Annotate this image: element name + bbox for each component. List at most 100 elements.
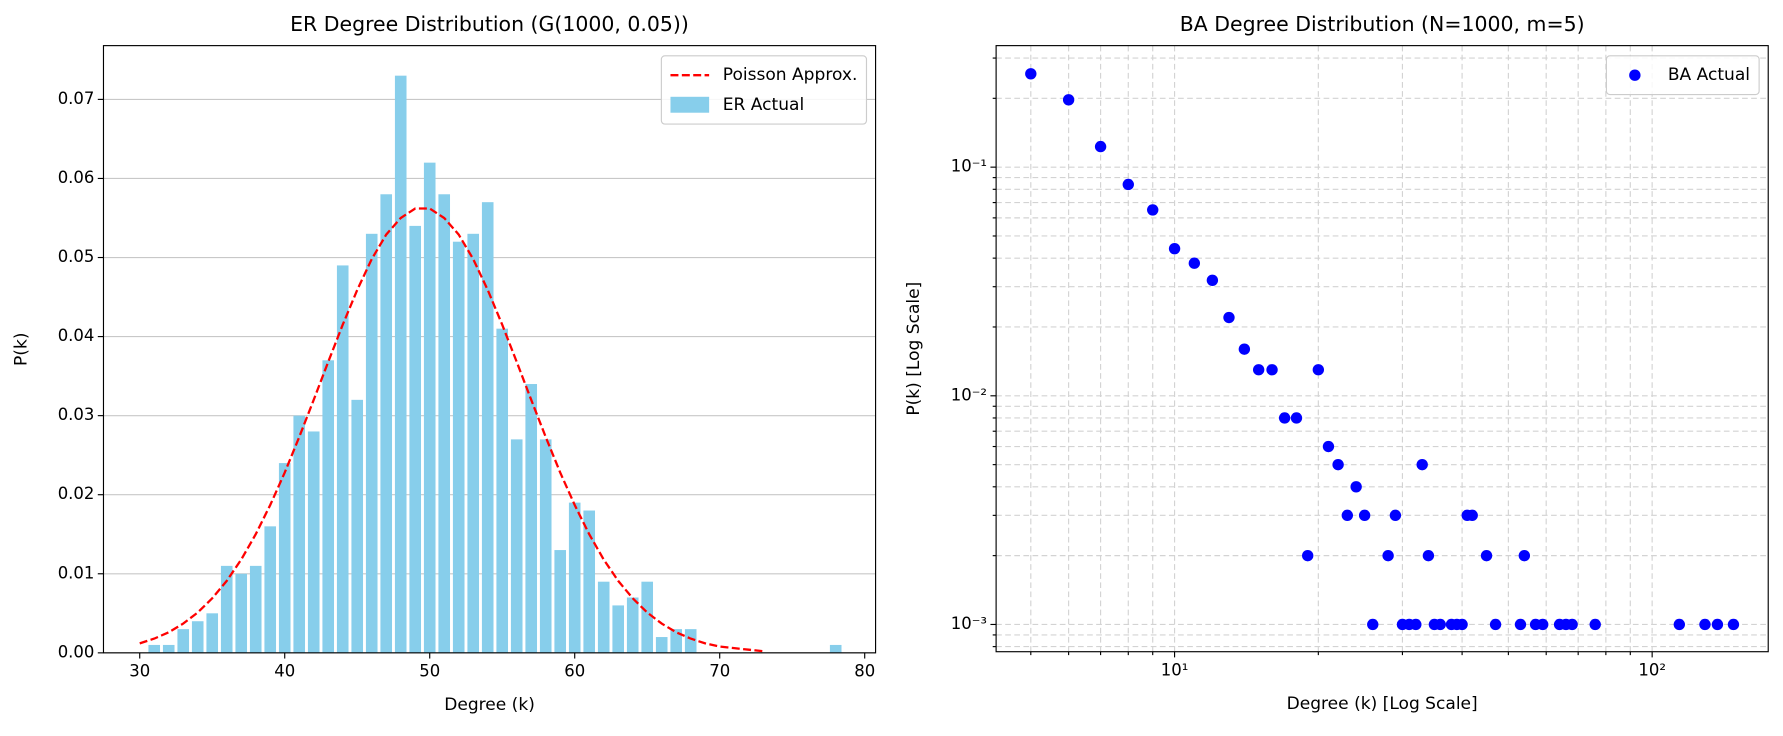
- scatter-point: [1537, 618, 1549, 631]
- y-tick-label: 0.04: [58, 326, 95, 345]
- y-tick-label: 10⁻¹: [951, 157, 987, 176]
- legend-label: BA Actual: [1668, 65, 1750, 85]
- chart-title: ER Degree Distribution (G(1000, 0.05)): [290, 12, 689, 36]
- x-tick-label: 40: [274, 662, 295, 681]
- line: [139, 207, 764, 653]
- bar: [264, 526, 277, 653]
- scatter-point: [1673, 618, 1686, 631]
- x-axis-label: Degree (k): [444, 695, 535, 715]
- y-tick-label: 0.02: [58, 484, 95, 503]
- scatter-point: [1699, 618, 1711, 631]
- bar: [554, 550, 567, 653]
- legend: BA Actual: [1605, 55, 1760, 96]
- bar: [220, 565, 233, 653]
- scatter-point: [1062, 94, 1075, 106]
- x-tick-label: 50: [419, 662, 440, 681]
- scatter-point: [1727, 618, 1740, 631]
- scatter-point: [1266, 364, 1278, 376]
- scatter-point: [1358, 509, 1371, 522]
- bar: [365, 233, 378, 653]
- bar: [525, 384, 538, 653]
- scatter-point: [1322, 440, 1335, 453]
- y-tick-label: 0.07: [58, 89, 95, 108]
- bar: [496, 328, 509, 653]
- y-tick-label: 0.01: [58, 563, 95, 582]
- bar: [626, 597, 639, 653]
- scatter-point: [1122, 178, 1134, 191]
- scatter-point: [1422, 549, 1435, 562]
- y-tick-label: 0.03: [58, 405, 95, 424]
- bar: [235, 573, 248, 653]
- legend-box: [1605, 55, 1760, 96]
- bar: [539, 439, 552, 653]
- bar: [670, 629, 683, 653]
- bar: [423, 162, 436, 653]
- x-tick-label: 30: [129, 662, 150, 681]
- y-tick-label: 0.00: [58, 642, 95, 661]
- bar: [583, 510, 596, 653]
- scatter-point: [1206, 274, 1219, 286]
- chart-title: BA Degree Distribution (N=1000, m=5): [1180, 12, 1585, 36]
- bar: [641, 581, 654, 653]
- scatter-point: [1456, 618, 1468, 631]
- bar: [438, 194, 451, 653]
- legend-label: ER Actual: [723, 95, 804, 115]
- bar: [452, 241, 465, 653]
- legend-box: [660, 55, 868, 125]
- scatter-point: [1025, 68, 1037, 80]
- x-axis-label: Degree (k) [Log Scale]: [1287, 694, 1478, 714]
- bar: [655, 637, 668, 653]
- scatter-point: [1566, 618, 1578, 631]
- bar: [597, 581, 610, 653]
- bar: [467, 233, 480, 653]
- scatter-point: [1290, 412, 1303, 424]
- bar: [191, 621, 204, 653]
- scatter-point: [1332, 458, 1344, 471]
- scatter-point: [1188, 257, 1201, 269]
- y-tick-label: 10⁻²: [951, 385, 987, 404]
- scatter-point: [1341, 509, 1354, 522]
- scatter-point: [1489, 618, 1502, 631]
- scatter-point: [1238, 343, 1251, 355]
- x-tick-label: 70: [709, 662, 730, 681]
- scatter-point: [1168, 242, 1181, 255]
- scatter-point: [1223, 311, 1235, 324]
- bar: [829, 644, 842, 653]
- scatter-point: [1252, 364, 1265, 376]
- axes-frame: [102, 45, 877, 654]
- scatter-point: [1147, 204, 1159, 216]
- scatter-point: [1382, 549, 1394, 562]
- bar: [148, 644, 161, 653]
- scatter-point: [1589, 618, 1601, 631]
- scatter-point: [1094, 140, 1107, 153]
- bar: [612, 605, 625, 653]
- scatter-point: [1410, 618, 1422, 631]
- axes-frame: [995, 45, 1769, 653]
- scatter-point: [1416, 458, 1428, 471]
- x-tick-label: 60: [564, 662, 585, 681]
- bar: [293, 415, 306, 653]
- scatter-point: [1434, 618, 1446, 631]
- scatter-point: [1312, 364, 1325, 376]
- scatter-point: [1480, 549, 1493, 562]
- legend-handle: [670, 96, 710, 113]
- bar: [177, 629, 190, 653]
- bar: [351, 399, 364, 653]
- scatter-point: [1514, 618, 1527, 631]
- legend-label: Poisson Approx.: [723, 65, 858, 85]
- bar: [206, 613, 219, 653]
- scatter-point: [1350, 481, 1362, 493]
- scatter-point: [1278, 412, 1291, 424]
- scatter-point: [1466, 509, 1478, 522]
- bar: [380, 194, 393, 653]
- scatter-point: [1302, 549, 1314, 562]
- y-tick-label: 10⁻³: [951, 614, 987, 633]
- bar: [510, 439, 523, 653]
- scatter-point: [1389, 509, 1402, 522]
- bar: [249, 565, 262, 653]
- bar: [684, 629, 697, 653]
- y-axis-label: P(k): [12, 333, 32, 366]
- x-tick-label: 10²: [1638, 661, 1666, 680]
- bar: [307, 431, 320, 653]
